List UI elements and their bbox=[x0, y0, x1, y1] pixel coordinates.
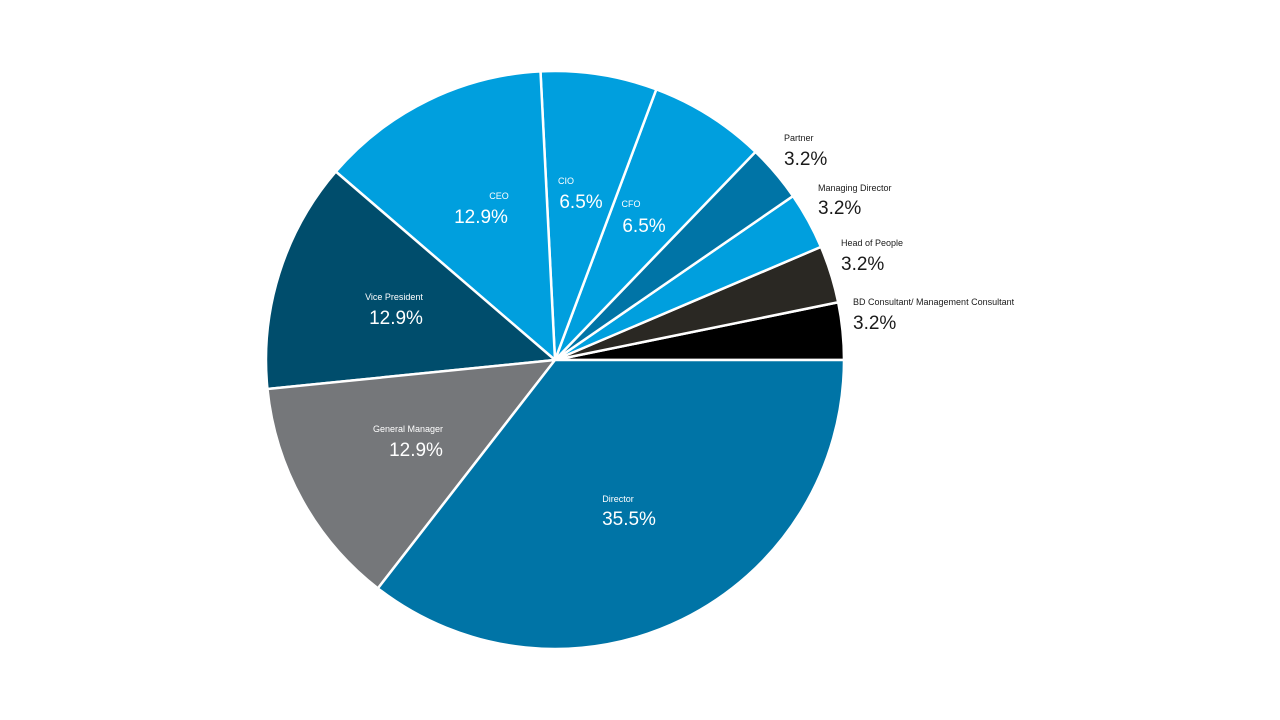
slice-value-managing-director: 3.2% bbox=[818, 198, 861, 219]
pie-slice-vice-president bbox=[264, 169, 559, 391]
slice-value-head-of-people: 3.2% bbox=[841, 254, 884, 275]
slice-label-director: Director bbox=[602, 494, 634, 504]
slice-label-vice-president: Vice President bbox=[365, 292, 423, 302]
slice-value-partner: 3.2% bbox=[784, 149, 827, 170]
pie-slice-cio bbox=[539, 69, 658, 361]
slice-label-bd-consultant-management-consultant: BD Consultant/ Management Consultant bbox=[853, 297, 1015, 307]
pie-slice-cfo bbox=[553, 87, 758, 361]
slice-value-ceo: 12.9% bbox=[454, 207, 508, 228]
slice-label-cfo: CFO bbox=[622, 199, 641, 209]
slice-label-cio: CIO bbox=[558, 176, 574, 186]
slice-label-head-of-people: Head of People bbox=[841, 238, 903, 248]
pie-slice-director bbox=[376, 358, 846, 651]
slice-label-managing-director: Managing Director bbox=[818, 183, 892, 193]
pie-slice-general-manager bbox=[266, 358, 558, 591]
slice-value-general-manager: 12.9% bbox=[389, 440, 443, 461]
pie-slice-ceo bbox=[334, 70, 557, 363]
slice-value-cio: 6.5% bbox=[559, 192, 602, 213]
slice-value-bd-consultant-management-consultant: 3.2% bbox=[853, 313, 896, 334]
slice-label-partner: Partner bbox=[784, 133, 814, 143]
slice-value-director: 35.5% bbox=[602, 509, 656, 530]
slice-label-general-manager: General Manager bbox=[373, 424, 443, 434]
slice-value-vice-president: 12.9% bbox=[369, 308, 423, 329]
slice-label-ceo: CEO bbox=[489, 191, 509, 201]
slice-value-cfo: 6.5% bbox=[622, 216, 665, 237]
